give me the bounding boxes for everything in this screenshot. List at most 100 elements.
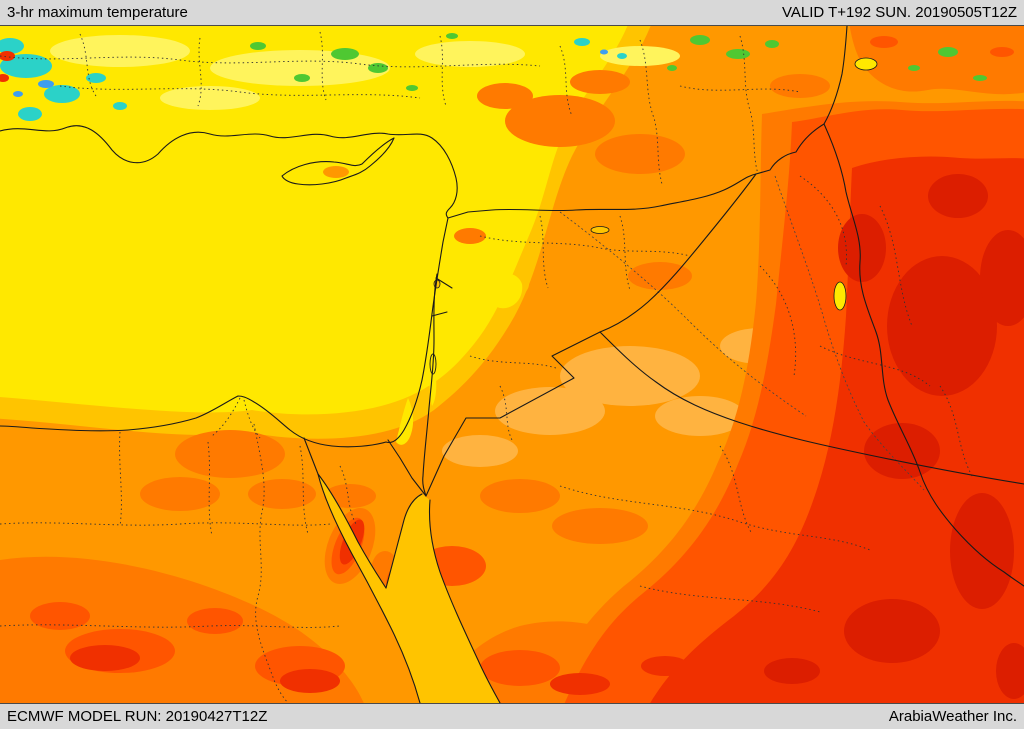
blob <box>950 493 1014 609</box>
border-syria-iraq <box>599 173 757 333</box>
blob <box>570 70 630 94</box>
temp-deep-red-patches <box>764 174 1024 699</box>
temp-teal-patches <box>0 38 627 121</box>
blob <box>44 85 80 103</box>
suez-canal <box>303 437 319 475</box>
admin-line <box>759 265 797 377</box>
blob <box>187 608 243 634</box>
admin-line <box>539 215 549 289</box>
temperature-field <box>0 26 1024 703</box>
admin-line <box>79 33 97 97</box>
admin-line <box>0 624 341 628</box>
admin-line <box>739 35 759 175</box>
page-title: 3-hr maximum temperature <box>7 4 188 21</box>
blob <box>552 508 648 544</box>
blob <box>406 85 418 91</box>
border-iraq-saudi <box>599 331 1024 485</box>
admin-line <box>679 85 801 93</box>
blob <box>113 102 127 110</box>
cyprus-outline <box>281 137 395 186</box>
blob <box>0 51 15 61</box>
admin-line <box>119 431 122 527</box>
blob <box>690 35 710 45</box>
admin-line <box>479 235 691 257</box>
border-israel-egypt <box>387 439 427 497</box>
blob <box>980 230 1024 326</box>
blob <box>726 49 750 59</box>
temp-pale-yellow-patches <box>50 35 680 110</box>
footer-bar: ECMWF MODEL RUN: 20190427T12Z ArabiaWeat… <box>0 703 1024 729</box>
temp-red-specks-topleft <box>0 51 15 82</box>
admin-line <box>439 35 447 107</box>
blob <box>248 479 316 509</box>
admin-line <box>339 465 357 525</box>
blob <box>140 477 220 511</box>
blob <box>641 656 689 676</box>
admin-line <box>719 445 753 535</box>
blob <box>0 54 52 78</box>
admin-line <box>639 585 821 613</box>
admin-line <box>499 385 513 441</box>
blob <box>838 214 886 282</box>
blob <box>600 49 608 55</box>
admin-line <box>59 85 421 99</box>
blob <box>505 95 615 147</box>
blob <box>764 658 820 684</box>
blob <box>844 599 940 663</box>
blob <box>480 479 560 513</box>
blob <box>887 256 997 396</box>
admin-line <box>559 45 573 117</box>
admin-line <box>619 215 631 291</box>
blob <box>86 73 106 83</box>
blob <box>617 53 627 59</box>
lake-assad <box>590 226 610 234</box>
admin-line <box>0 522 331 526</box>
model-run-label: ECMWF MODEL RUN: 20190427T12Z <box>7 708 268 725</box>
blob <box>928 174 988 218</box>
blob <box>13 91 23 97</box>
header-bar: 3-hr maximum temperature VALID T+192 SUN… <box>0 0 1024 26</box>
blob <box>495 387 605 435</box>
blob <box>50 35 190 67</box>
tigris-river <box>774 175 925 491</box>
admin-line <box>639 39 663 185</box>
blob <box>38 80 54 88</box>
blob <box>250 42 266 50</box>
country-borders <box>387 26 1024 587</box>
geography-layer <box>0 26 1024 703</box>
blob <box>294 74 310 82</box>
saudi-red-sea-coast <box>428 499 501 703</box>
weather-map-canvas <box>0 26 1024 703</box>
rivers-dotted <box>559 175 925 491</box>
blob <box>30 602 90 630</box>
sinai-east-coast <box>385 493 423 589</box>
cyprus-hot-spot <box>323 166 349 178</box>
blob <box>446 33 458 39</box>
blob <box>655 396 745 436</box>
blob <box>480 650 560 686</box>
blob <box>331 48 359 60</box>
blob <box>574 38 590 46</box>
admin-line <box>879 205 913 327</box>
map-area <box>0 26 1024 703</box>
mediterranean-coastline <box>0 125 458 448</box>
blob <box>870 36 898 48</box>
temp-blue-patches <box>13 49 608 97</box>
blob <box>908 65 920 71</box>
dead-sea <box>429 353 437 375</box>
blob <box>926 66 974 86</box>
blob <box>442 435 518 467</box>
border-jordan-valley <box>422 273 438 497</box>
blob <box>550 673 610 695</box>
border-lebanon <box>431 277 453 317</box>
admin-boundaries-dotted <box>0 31 973 703</box>
admin-line <box>299 445 309 535</box>
brand-label: ArabiaWeather Inc. <box>888 708 1017 725</box>
blob <box>0 38 24 54</box>
admin-line <box>469 355 557 369</box>
blob <box>628 262 692 290</box>
blob <box>18 107 42 121</box>
lake-van <box>854 57 878 71</box>
blob <box>996 643 1024 699</box>
